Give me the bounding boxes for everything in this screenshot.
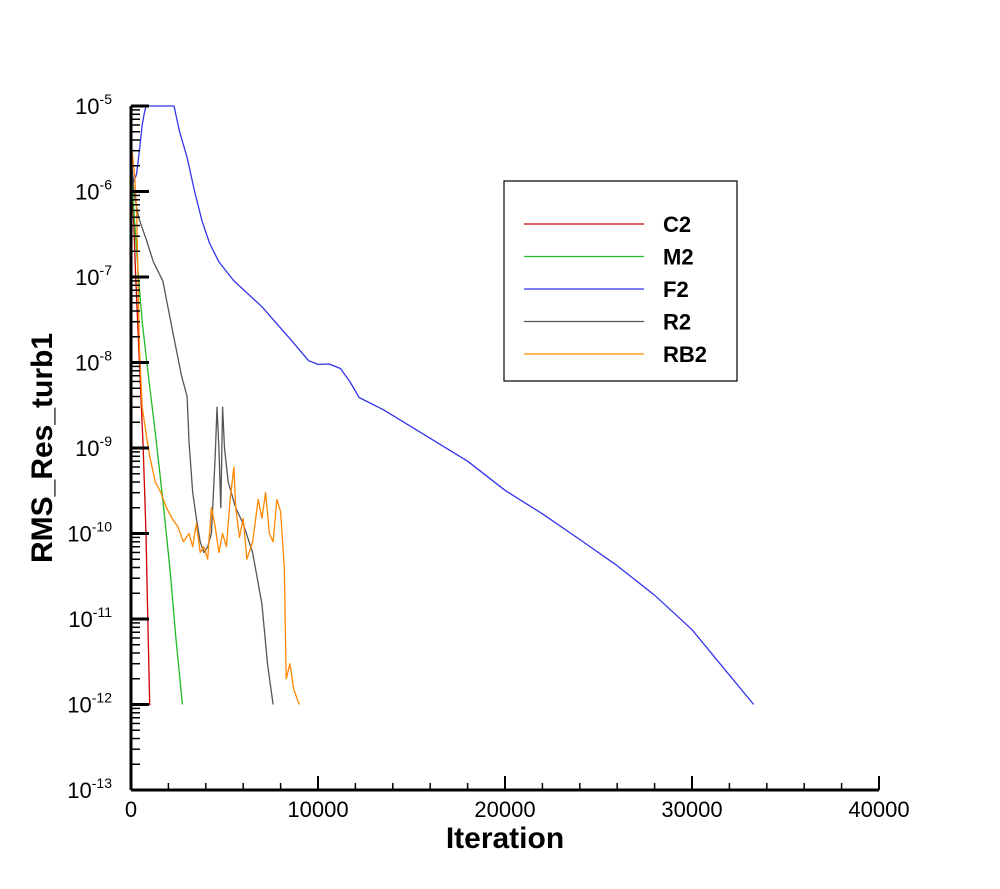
y-tick-label: 10-7 bbox=[75, 262, 112, 290]
legend-label-m2: M2 bbox=[663, 245, 694, 270]
series-layer bbox=[130, 105, 755, 706]
y-tick-label: 10-13 bbox=[67, 775, 112, 803]
x-tick-label: 30000 bbox=[661, 797, 722, 822]
x-tick-label: 40000 bbox=[848, 797, 909, 822]
legend-box bbox=[503, 180, 738, 382]
x-axis-title: Iteration bbox=[446, 822, 564, 855]
y-tick-label: 10-5 bbox=[75, 91, 112, 119]
legend-label-f2: F2 bbox=[663, 277, 689, 302]
x-tick-label: 10000 bbox=[287, 797, 348, 822]
legend-label-c2: C2 bbox=[663, 212, 691, 237]
series-line-r2 bbox=[130, 150, 274, 705]
legend-label-rb2: RB2 bbox=[663, 342, 707, 367]
y-tick-label: 10-11 bbox=[68, 604, 112, 632]
legend-label-r2: R2 bbox=[663, 310, 691, 335]
x-tick-label: 0 bbox=[125, 797, 137, 822]
y-tick-label: 10-10 bbox=[67, 519, 112, 547]
x-tick-label: 20000 bbox=[474, 797, 535, 822]
legend: C2 M2 F2 R2 RB2 bbox=[503, 180, 738, 382]
series-line-f2 bbox=[130, 105, 755, 705]
series-line-m2 bbox=[130, 165, 184, 705]
y-tick-label: 10-6 bbox=[75, 177, 112, 205]
y-tick-label: 10-12 bbox=[67, 690, 112, 718]
y-tick-label: 10-9 bbox=[75, 433, 112, 461]
y-axis-title: RMS_Res_turb1 bbox=[26, 333, 59, 563]
series-line-c2 bbox=[130, 165, 151, 706]
axes-layer: 0 10000 20000 30000 40000 10-5 10-6 10-7 10-8 10-… bbox=[67, 91, 909, 822]
series-line-rb2 bbox=[130, 139, 300, 705]
y-tick-label: 10-8 bbox=[75, 348, 112, 376]
